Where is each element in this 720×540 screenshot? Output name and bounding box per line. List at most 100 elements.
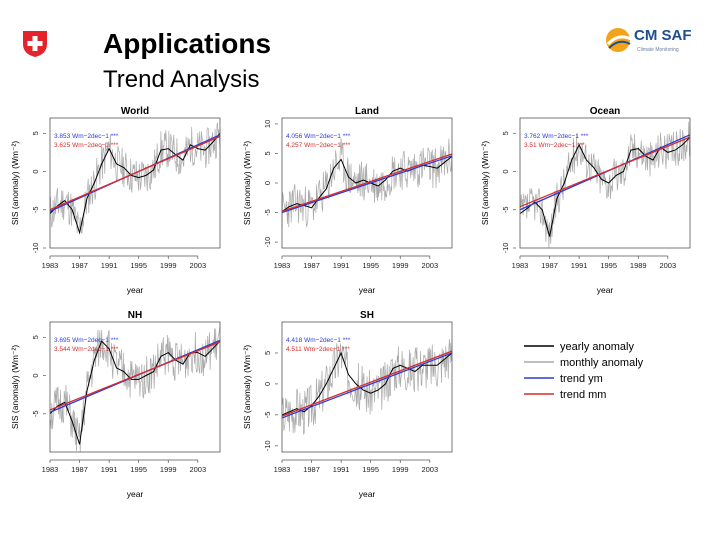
monthly-anomaly-line xyxy=(281,338,453,435)
plot-frame xyxy=(519,117,691,249)
y-tick-label: 5 xyxy=(31,335,40,339)
x-tick-label: 1991 xyxy=(571,261,588,270)
y-tick-label: -10 xyxy=(263,440,272,451)
cmsaf-logo: CM SAF Climate Monitoring xyxy=(604,25,704,57)
x-tick-label: 1995 xyxy=(130,261,147,270)
yearly-anomaly-line xyxy=(519,136,691,237)
page-title: Applications xyxy=(103,28,272,59)
y-tick-label: 0 xyxy=(263,181,272,185)
x-tick-label: 1983 xyxy=(512,261,529,270)
logo-subtext: Climate Monitoring xyxy=(637,47,679,53)
plot-frame xyxy=(49,321,221,453)
monthly-anomaly-line xyxy=(281,138,453,228)
x-tick-label: 1991 xyxy=(101,261,118,270)
monthly-anomaly-line xyxy=(49,326,221,453)
chart-world: World 3.853 Wm−2dec−1 *** 3.625 Wm−2dec−1 … xyxy=(10,106,221,295)
trend-mm-line xyxy=(281,153,453,212)
trend-mm-line xyxy=(519,136,691,208)
y-tick-label: 5 xyxy=(263,351,272,355)
y-axis-label: SIS (anomaly) (Wm⁻²) xyxy=(242,345,252,429)
x-tick-label: 1999 xyxy=(160,465,177,474)
trend-mm-label: 4.511 Wm−2dec−1 *** xyxy=(286,346,350,353)
y-tick-label: 5 xyxy=(501,131,510,135)
x-tick-label: 1999 xyxy=(160,261,177,270)
y-tick-label: 0 xyxy=(263,382,272,386)
y-tick-label: -5 xyxy=(501,206,510,213)
trend-mm-line xyxy=(281,350,453,417)
chart-legend: yearly anomaly monthly anomaly trend ym tre… xyxy=(520,338,680,413)
x-tick-label: 1995 xyxy=(130,465,147,474)
logo-text: CM SAF xyxy=(634,27,692,44)
x-axis-label: year xyxy=(359,285,376,295)
y-tick-label: 5 xyxy=(263,151,272,155)
x-tick-label: 1999 xyxy=(392,261,409,270)
y-tick-label: 0 xyxy=(31,373,40,377)
x-tick-label: 2003 xyxy=(421,465,438,474)
x-tick-label: 1983 xyxy=(42,261,59,270)
plot-frame xyxy=(49,117,221,249)
x-axis-label: year xyxy=(597,285,614,295)
x-tick-label: 1987 xyxy=(541,261,558,270)
chart-title: Ocean xyxy=(590,106,621,117)
legend-label: trend mm xyxy=(560,389,606,401)
cmsaf-logo-icon xyxy=(606,28,632,52)
y-tick-label: 5 xyxy=(31,131,40,135)
y-axis-label: SIS (anomaly) (Wm⁻²) xyxy=(480,141,490,225)
x-tick-label: 1989 xyxy=(630,261,647,270)
trend-mm-label: 4.257 Wm−2dec−1 *** xyxy=(286,142,351,149)
swiss-flag-icon xyxy=(22,30,48,58)
x-tick-label: 2003 xyxy=(659,261,676,270)
legend-label: monthly anomaly xyxy=(560,357,644,369)
chart-title: SH xyxy=(360,310,374,321)
plot-frame xyxy=(281,117,453,249)
y-axis-label: SIS (anomaly) (Wm⁻²) xyxy=(10,141,20,225)
y-tick-label: -10 xyxy=(31,243,40,254)
x-tick-label: 2003 xyxy=(189,261,206,270)
trend-ym-line xyxy=(281,155,453,214)
trend-mm-label: 3.625 Wm−2dec−1 *** xyxy=(54,142,119,149)
yearly-anomaly-line xyxy=(49,132,221,235)
x-tick-label: 1991 xyxy=(333,261,350,270)
chart-title: World xyxy=(121,106,149,117)
trend-mm-line xyxy=(49,135,221,211)
trend-ym-label: 4.056 Wm−2dec−1 *** xyxy=(286,133,351,140)
x-tick-label: 1987 xyxy=(71,261,88,270)
x-tick-label: 1991 xyxy=(101,465,118,474)
x-axis-label: year xyxy=(127,285,144,295)
y-tick-label: -5 xyxy=(31,206,40,213)
y-tick-label: 0 xyxy=(501,169,510,173)
x-tick-label: 2003 xyxy=(189,465,206,474)
x-axis-label: year xyxy=(359,489,376,499)
chart-title: NH xyxy=(128,310,142,321)
chart-title: Land xyxy=(355,106,379,117)
chart-land: Land 4.056 Wm−2dec−1 *** 4.257 Wm−2dec−1 *… xyxy=(242,106,453,295)
x-tick-label: 2003 xyxy=(421,261,438,270)
x-tick-label: 1995 xyxy=(600,261,617,270)
page-subtitle: Trend Analysis xyxy=(103,66,260,93)
y-tick-label: -5 xyxy=(263,412,272,419)
x-tick-label: 1987 xyxy=(71,465,88,474)
y-axis-label: SIS (anomaly) (Wm⁻²) xyxy=(10,345,20,429)
trend-ym-label: 3.853 Wm−2dec−1 *** xyxy=(54,133,119,140)
y-tick-label: -5 xyxy=(31,410,40,417)
y-axis-label: SIS (anomaly) (Wm⁻²) xyxy=(242,141,252,225)
monthly-anomaly-line xyxy=(519,121,691,249)
x-axis-label: year xyxy=(127,489,144,499)
trend-mm-label: 3.51 Wm−2dec−1 *** xyxy=(524,142,585,149)
trend-ym-line xyxy=(281,352,453,419)
x-tick-label: 1999 xyxy=(392,465,409,474)
chart-sh: SH 4.418 Wm−2dec−1 *** 4.511 Wm−2dec−1 ***… xyxy=(242,310,453,499)
chart-ocean: Ocean 3.762 Wm−2dec−1 *** 3.51 Wm−2dec−1 *… xyxy=(480,106,691,295)
plot-frame xyxy=(281,321,453,453)
legend-items: yearly anomaly monthly anomaly trend ym tre… xyxy=(524,341,644,401)
y-tick-label: -10 xyxy=(501,243,510,254)
y-tick-label: 10 xyxy=(263,120,272,128)
trend-ym-label: 3.762 Wm−2dec−1 *** xyxy=(524,133,589,140)
chart-nh: NH 3.695 Wm−2dec−1 *** 3.544 Wm−2dec−1 ***… xyxy=(10,310,221,499)
x-tick-label: 1983 xyxy=(274,465,291,474)
x-tick-label: 1983 xyxy=(42,465,59,474)
x-tick-label: 1995 xyxy=(362,465,379,474)
monthly-anomaly-line xyxy=(49,122,221,234)
y-tick-label: -5 xyxy=(263,209,272,216)
x-tick-label: 1983 xyxy=(274,261,291,270)
